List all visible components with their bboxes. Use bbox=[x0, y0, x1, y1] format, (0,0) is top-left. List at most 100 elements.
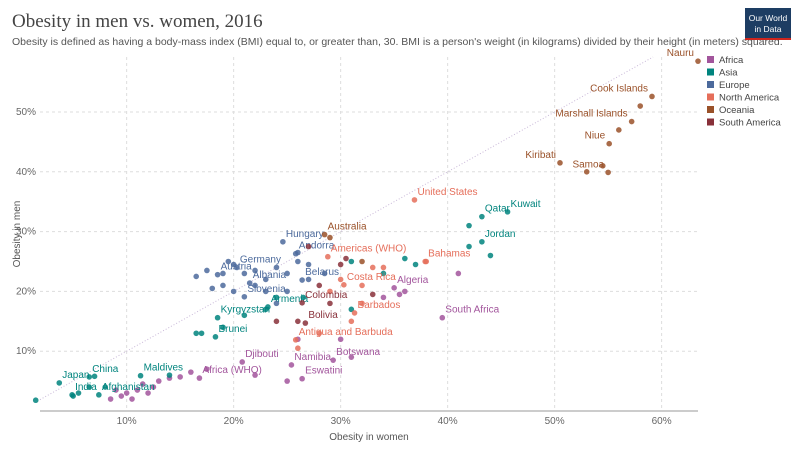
point bbox=[209, 285, 216, 292]
chart-subtitle: Obesity is defined as having a body-mass… bbox=[12, 36, 783, 48]
point bbox=[155, 378, 162, 384]
point bbox=[402, 288, 408, 295]
point bbox=[695, 58, 701, 64]
point bbox=[487, 252, 494, 259]
point-label: Nauru bbox=[667, 48, 694, 59]
point bbox=[241, 293, 248, 300]
point-label: Hungary bbox=[286, 229, 324, 240]
point bbox=[628, 118, 635, 125]
point bbox=[330, 357, 336, 363]
point bbox=[273, 264, 280, 271]
y-tick-label: 40% bbox=[16, 167, 36, 178]
point bbox=[220, 282, 226, 289]
point bbox=[91, 373, 98, 380]
legend-swatch bbox=[707, 118, 714, 126]
point bbox=[327, 300, 333, 307]
point bbox=[299, 299, 305, 306]
point-label: Djibouti bbox=[245, 349, 278, 360]
x-tick-label: 10% bbox=[117, 416, 137, 427]
y-axis-label: Obesity in men bbox=[12, 201, 23, 268]
point bbox=[166, 372, 173, 378]
point bbox=[369, 291, 376, 298]
point bbox=[305, 261, 312, 268]
point bbox=[204, 366, 210, 372]
point bbox=[637, 103, 644, 109]
x-tick-label: 30% bbox=[331, 416, 351, 427]
point-label: Eswatini bbox=[305, 366, 342, 377]
point bbox=[423, 258, 430, 265]
point bbox=[302, 320, 309, 326]
point bbox=[56, 380, 63, 386]
point bbox=[273, 318, 280, 325]
point bbox=[337, 261, 344, 268]
point bbox=[316, 282, 323, 289]
point bbox=[193, 330, 200, 337]
point bbox=[225, 258, 232, 265]
point-label: Niue bbox=[585, 131, 606, 142]
point bbox=[145, 390, 151, 396]
point bbox=[583, 169, 590, 175]
point bbox=[137, 372, 144, 379]
point-label: Namibia bbox=[294, 352, 331, 363]
point-label: Botswana bbox=[336, 347, 380, 358]
point bbox=[396, 291, 403, 298]
point-label: Germany bbox=[240, 254, 281, 265]
point bbox=[504, 209, 511, 215]
point bbox=[246, 280, 253, 286]
point bbox=[86, 384, 93, 390]
point bbox=[292, 337, 299, 343]
point bbox=[343, 255, 349, 262]
point bbox=[177, 374, 183, 380]
y-tick-label: 30% bbox=[16, 227, 36, 238]
point-label: Andorra bbox=[299, 241, 335, 252]
point bbox=[348, 354, 355, 360]
point bbox=[369, 264, 376, 271]
point bbox=[466, 243, 472, 250]
logo-text: in Data bbox=[755, 24, 782, 34]
point bbox=[284, 270, 290, 277]
point bbox=[252, 267, 258, 274]
point bbox=[606, 140, 612, 147]
point bbox=[299, 375, 305, 382]
point bbox=[134, 387, 141, 393]
point-label: Kiribati bbox=[525, 150, 556, 161]
reference-line bbox=[39, 56, 654, 401]
point-label: Albania bbox=[253, 270, 287, 281]
point bbox=[220, 270, 226, 277]
point bbox=[129, 396, 135, 402]
point bbox=[212, 334, 219, 340]
logo[interactable] bbox=[745, 8, 791, 40]
point bbox=[295, 258, 301, 265]
point-label: Qatar bbox=[485, 204, 511, 215]
point bbox=[411, 197, 418, 203]
point bbox=[380, 270, 387, 277]
point-label: Colombia bbox=[305, 290, 348, 301]
point bbox=[102, 384, 109, 390]
legend-swatch bbox=[707, 68, 714, 76]
point-label: Australia bbox=[328, 222, 367, 233]
point bbox=[75, 390, 82, 396]
point bbox=[295, 318, 301, 325]
point bbox=[380, 264, 387, 271]
point bbox=[557, 160, 563, 166]
point bbox=[295, 249, 301, 256]
point bbox=[402, 255, 408, 262]
chart-title: Obesity in men vs. women, 2016 bbox=[12, 11, 263, 32]
point-label: China bbox=[92, 364, 119, 375]
x-tick-label: 60% bbox=[652, 416, 672, 427]
point bbox=[32, 397, 39, 404]
point bbox=[150, 384, 157, 390]
point bbox=[300, 294, 307, 301]
point bbox=[204, 267, 210, 274]
point bbox=[321, 231, 328, 238]
point bbox=[107, 396, 114, 402]
point bbox=[325, 253, 331, 260]
point bbox=[359, 258, 365, 265]
legend-swatch bbox=[707, 56, 714, 63]
point bbox=[327, 288, 333, 295]
point bbox=[359, 282, 365, 289]
legend-swatch bbox=[707, 93, 714, 101]
legend-label: Asia bbox=[719, 68, 738, 79]
point bbox=[139, 381, 146, 387]
point bbox=[241, 312, 248, 319]
